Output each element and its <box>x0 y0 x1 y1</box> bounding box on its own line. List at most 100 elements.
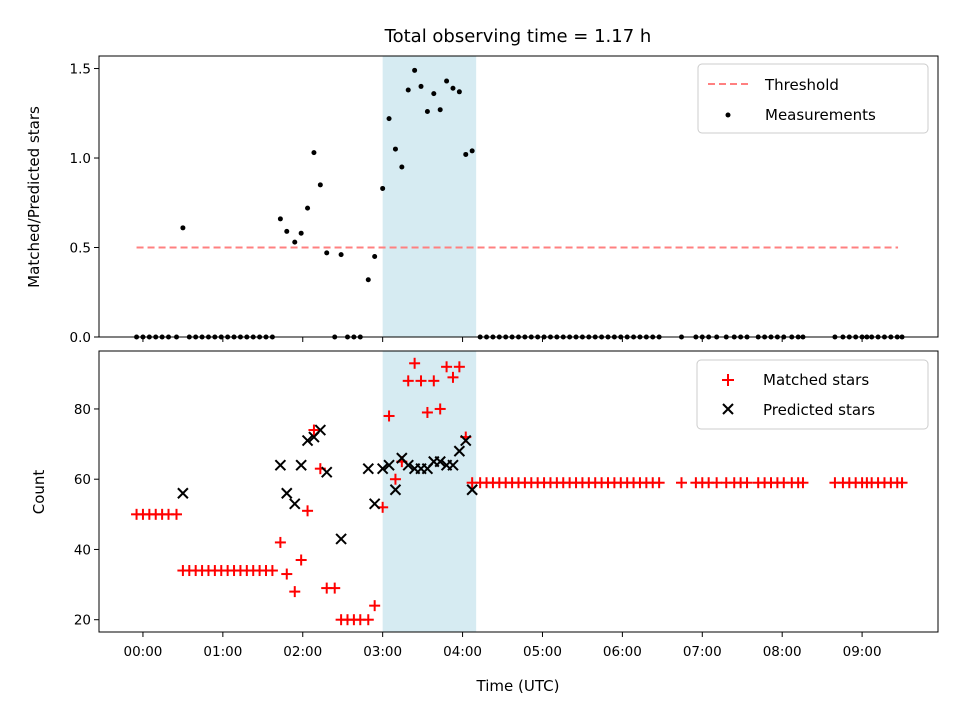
measurement-point <box>463 151 469 157</box>
matched-star-point <box>302 505 314 517</box>
measurement-point <box>412 67 418 73</box>
measurement-point <box>311 150 317 156</box>
measurement-point <box>450 85 456 91</box>
predicted-star-point <box>383 459 395 471</box>
matched-star-point <box>402 375 414 387</box>
matched-star-point <box>741 477 753 489</box>
measurement-point <box>456 89 462 95</box>
predicted-star-stroke-b <box>376 462 389 475</box>
legend-matched-swatch <box>722 374 734 386</box>
bottom-x-tick-label: 04:00 <box>443 644 482 660</box>
predicted-star-point <box>289 498 301 510</box>
predicted-star-stroke-b <box>434 455 446 468</box>
measurement-point <box>292 239 298 245</box>
measurement-point <box>305 205 311 211</box>
top-shaded-span <box>382 56 477 337</box>
top-legend-box <box>697 63 929 134</box>
bottom-x-axis-label: Time (UTC) <box>476 677 560 695</box>
predicted-star-point <box>314 424 327 436</box>
predicted-star-stroke-b <box>453 445 466 457</box>
predicted-star-stroke-b <box>314 424 327 436</box>
predicted-star-stroke-b <box>301 434 314 447</box>
legend-predicted-swatch <box>722 403 734 415</box>
measurement-point <box>298 230 304 236</box>
predicted-star-point <box>274 459 287 471</box>
legend-measurements-label: Measurements <box>765 106 876 124</box>
predicted-star-point <box>447 459 459 471</box>
bottom-axes-frame <box>98 350 939 633</box>
measurement-point <box>418 83 424 89</box>
bottom-y-tick-label: 80 <box>74 402 91 418</box>
bottom-x-tick-label: 01:00 <box>203 644 242 660</box>
predicted-star-point <box>368 498 381 510</box>
matched-star-point <box>797 477 809 489</box>
matched-star-point <box>441 361 453 373</box>
bottom-x-tick-label: 06:00 <box>603 644 642 660</box>
predicted-star-stroke-b <box>460 434 472 447</box>
predicted-star-point <box>301 434 314 447</box>
measurement-point <box>380 185 386 191</box>
matched-star-point <box>308 424 320 436</box>
measurement-point <box>372 253 378 259</box>
bottom-y-axis: 20 40 60 80 <box>74 402 99 629</box>
bottom-y-tick-label: 20 <box>74 613 91 629</box>
measurement-point <box>284 228 290 234</box>
bottom-x-tick-label: 07:00 <box>683 644 722 660</box>
matched-star-point <box>383 410 395 422</box>
matched-star-point <box>453 361 465 373</box>
legend-threshold-label: Threshold <box>764 76 839 94</box>
predicted-star-stroke-b <box>281 487 293 499</box>
top-y-axis-label: Matched/Predicted stars <box>25 106 43 288</box>
predicted-star-stroke-b <box>177 487 189 499</box>
predicted-star-point <box>376 462 389 475</box>
measurement-point <box>180 225 186 231</box>
predicted-star-point <box>281 487 293 499</box>
matched-star-point <box>295 554 307 566</box>
bottom-y-tick-label: 60 <box>74 472 91 488</box>
predicted-star-stroke-b <box>396 452 408 464</box>
bottom-x-tick-label: 09:00 <box>843 644 882 660</box>
predicted-star-point <box>321 466 333 478</box>
measurement-point <box>338 252 344 258</box>
predicted-star-point <box>466 484 478 496</box>
bottom-x-tick-label: 08:00 <box>763 644 802 660</box>
matched-star-point <box>281 568 293 580</box>
top-y-tick-label: 1.5 <box>70 62 91 78</box>
top-y-tick-label: 0.5 <box>70 241 91 257</box>
measurement-point <box>392 146 398 152</box>
predicted-star-point <box>335 533 347 545</box>
top-y-axis: 0.0 0.5 1.0 1.5 <box>70 62 99 346</box>
measurement-point <box>437 107 443 113</box>
predicted-star-stroke-b <box>295 459 307 471</box>
measurement-point <box>405 87 411 93</box>
predicted-star-point <box>295 459 307 471</box>
bottom-x-tick-label: 03:00 <box>363 644 402 660</box>
top-x-ticks <box>142 337 863 342</box>
matched-star-point <box>421 406 433 418</box>
bottom-x-tick-label: 05:00 <box>523 644 562 660</box>
bottom-y-axis-label: Count <box>30 470 48 515</box>
matched-star-point <box>711 477 723 489</box>
predicted-star-stroke-b <box>447 459 459 471</box>
predicted-star-point <box>362 462 374 475</box>
measurement-point <box>444 78 450 84</box>
bottom-x-axis: 00:00 01:00 02:00 03:00 04:00 05:00 06:00 07:00… <box>123 632 882 660</box>
legend-measurements-swatch <box>725 112 731 118</box>
predicted-star-point <box>434 455 446 468</box>
matched-star-point <box>274 536 286 548</box>
top-y-tick-label: 0.0 <box>70 330 91 346</box>
bottom-plot-area <box>131 357 908 626</box>
bottom-x-tick-label: 00:00 <box>123 644 162 660</box>
matched-star-point <box>447 371 459 383</box>
predicted-star-stroke-b <box>335 533 347 545</box>
predicted-star-stroke-b <box>362 462 374 475</box>
predicted-star-point <box>402 459 414 471</box>
legend-predicted-label: Predicted stars <box>763 401 875 419</box>
matched-star-point <box>653 477 665 489</box>
measurement-point <box>386 116 392 122</box>
matched-star-point <box>289 586 301 598</box>
bottom-legend: Matched stars Predicted stars <box>696 359 929 430</box>
measurement-point <box>399 164 405 170</box>
